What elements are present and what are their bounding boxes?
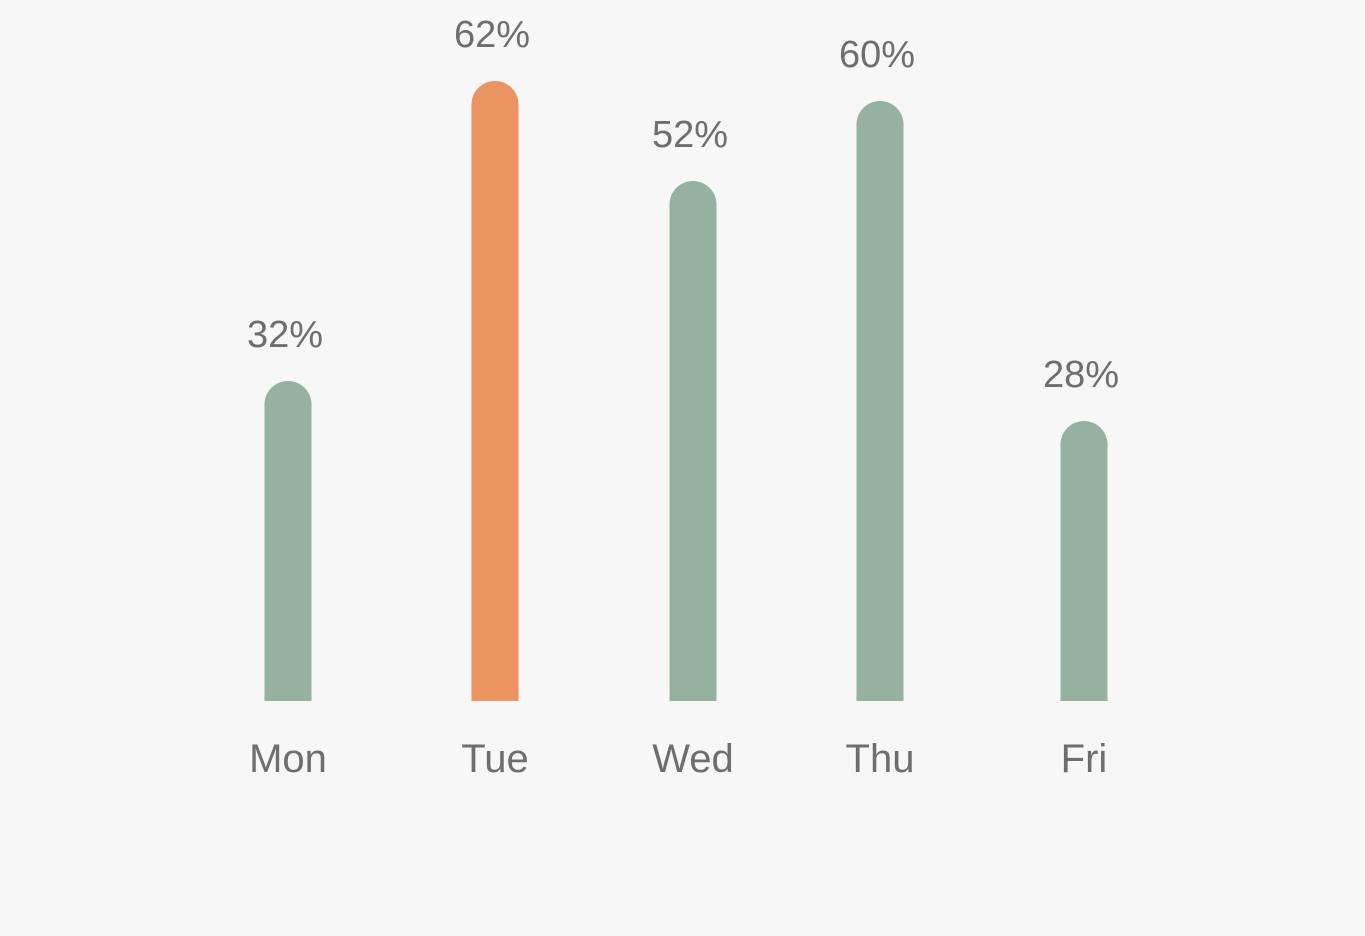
- category-label-wed: Wed: [652, 737, 734, 781]
- bar-thu: [856, 100, 904, 701]
- bar-mon: [264, 380, 312, 701]
- value-labels-layer: 32% 62% 52% 60% 28%: [247, 14, 1119, 396]
- value-label-wed: 52%: [652, 114, 728, 156]
- value-label-tue: 62%: [454, 14, 530, 56]
- value-label-fri: 28%: [1043, 354, 1119, 396]
- category-label-mon: Mon: [249, 737, 327, 781]
- value-label-mon: 32%: [247, 314, 323, 356]
- bars-layer: [264, 80, 1108, 701]
- category-label-tue: Tue: [461, 737, 528, 781]
- value-label-thu: 60%: [839, 34, 915, 76]
- category-label-thu: Thu: [846, 737, 915, 781]
- bar-tue: [471, 80, 519, 701]
- bar-fri: [1060, 420, 1108, 701]
- bar-wed: [669, 181, 717, 701]
- category-labels-layer: Mon Tue Wed Thu Fri: [249, 737, 1107, 781]
- category-label-fri: Fri: [1061, 737, 1108, 781]
